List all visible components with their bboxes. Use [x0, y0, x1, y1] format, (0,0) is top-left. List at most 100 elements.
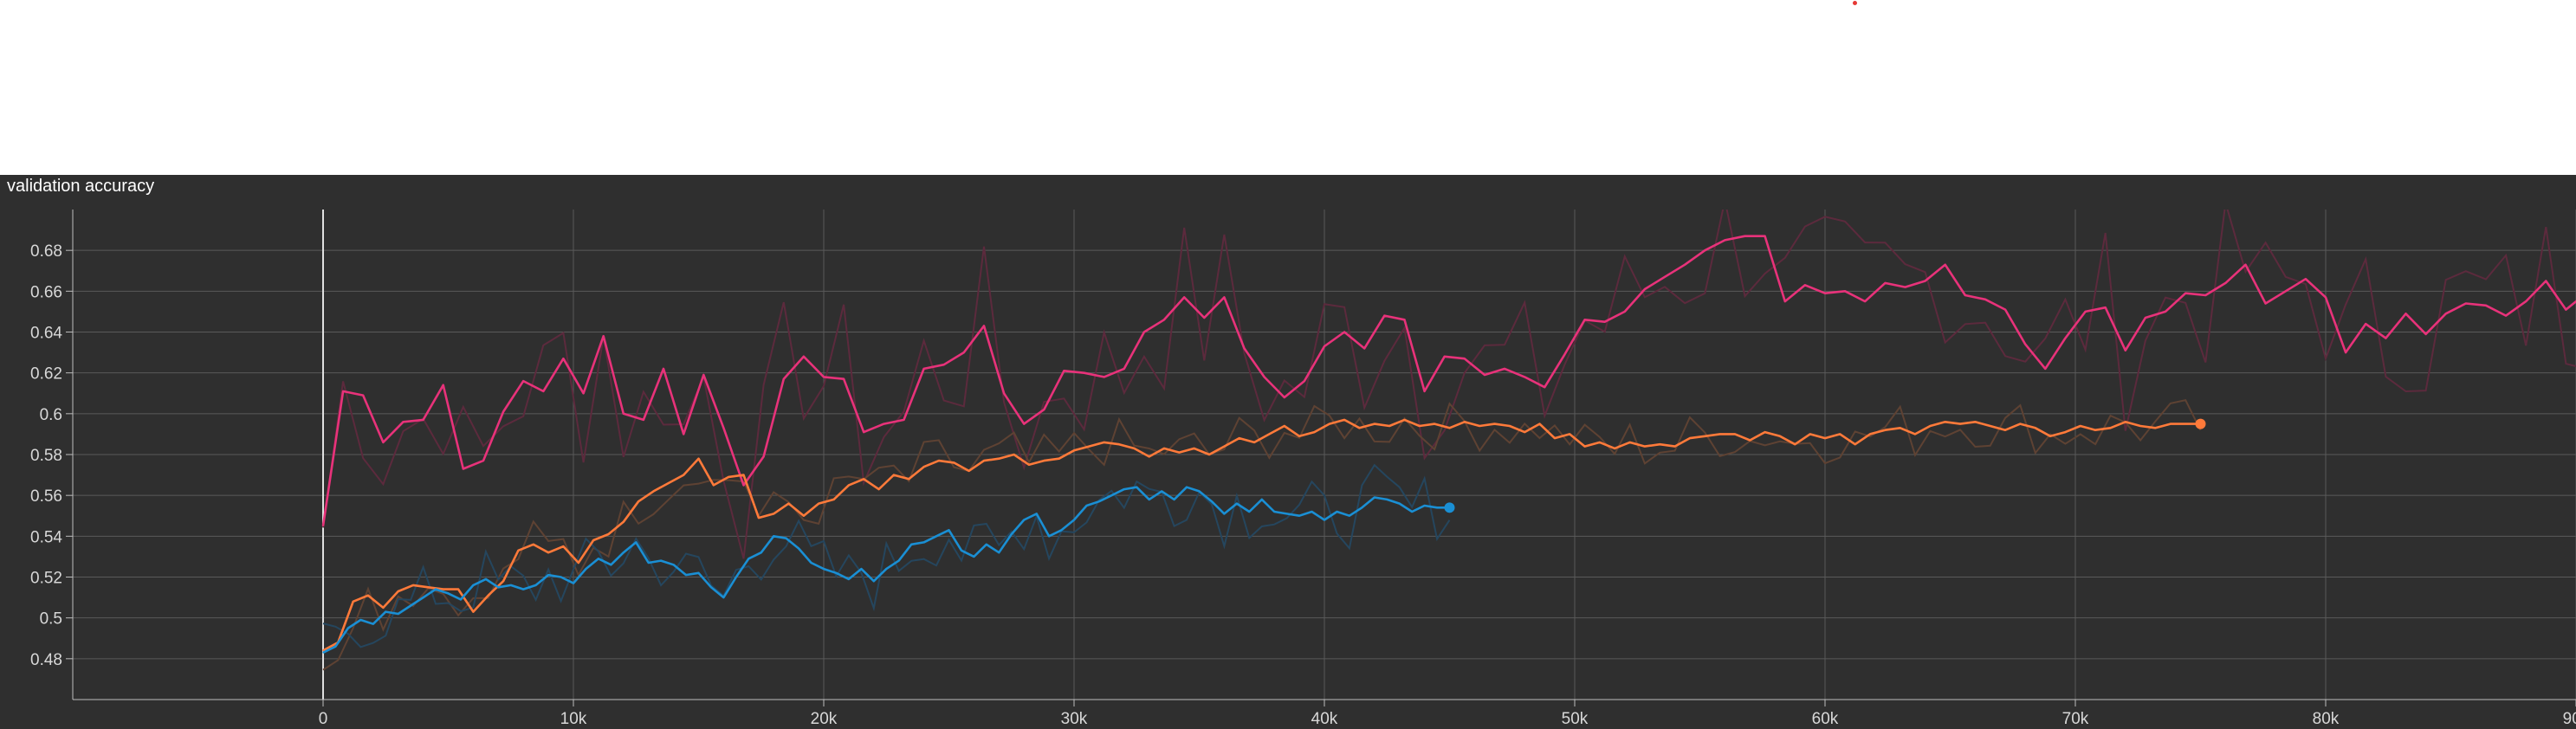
- data-point: [743, 474, 744, 475]
- data-point: [1479, 425, 1480, 426]
- data-point: [1028, 464, 1029, 465]
- data-point: [1224, 513, 1225, 514]
- data-point: [803, 356, 804, 357]
- data-point: [623, 413, 624, 414]
- data-point: [603, 336, 604, 337]
- data-point: [938, 460, 939, 461]
- data-point: [563, 358, 564, 359]
- data-point: [668, 482, 669, 483]
- data-point: [999, 458, 1000, 459]
- data-point: [2505, 315, 2506, 316]
- data-point: [1013, 454, 1014, 455]
- data-point: [2050, 435, 2051, 436]
- data-point: [1208, 454, 1209, 455]
- data-point: [1389, 425, 1390, 426]
- data-point: [383, 607, 384, 608]
- data-point: [2385, 338, 2386, 339]
- data-point: [1412, 511, 1413, 512]
- data-point: [2020, 423, 2021, 424]
- data-point: [1073, 450, 1074, 451]
- data-point: [1329, 423, 1330, 424]
- data-point: [2125, 350, 2126, 351]
- data-point: [643, 419, 644, 420]
- grid-lines: 0.480.50.520.540.560.580.60.620.640.660.…: [30, 210, 2576, 728]
- data-point: [1584, 319, 1585, 320]
- data-point: [1464, 358, 1465, 359]
- data-point: [1044, 460, 1045, 461]
- data-point: [1885, 429, 1886, 430]
- data-point: [598, 558, 599, 559]
- data-point: [473, 611, 474, 612]
- x-tick-label: 0: [319, 710, 328, 728]
- data-point: [523, 381, 524, 382]
- data-point: [811, 562, 812, 563]
- data-point: [1174, 499, 1175, 500]
- data-point: [498, 587, 499, 588]
- data-point: [623, 552, 624, 553]
- data-point: [1073, 519, 1074, 520]
- data-point: [1539, 423, 1540, 424]
- data-point: [623, 521, 624, 522]
- x-tick-label: 50k: [1562, 710, 1589, 728]
- data-point: [2145, 317, 2146, 318]
- data-point: [836, 572, 837, 573]
- data-point: [1049, 536, 1050, 537]
- data-point: [2265, 303, 2266, 304]
- data-point: [1061, 530, 1062, 531]
- data-point: [861, 568, 862, 569]
- data-point: [1424, 390, 1425, 391]
- data-point: [347, 628, 348, 629]
- data-point: [1869, 434, 1870, 435]
- data-point: [848, 578, 849, 579]
- data-point: [428, 587, 429, 588]
- data-point: [488, 595, 489, 596]
- x-tick-label: 90k: [2563, 710, 2576, 728]
- data-point: [335, 646, 336, 647]
- data-point: [1123, 488, 1124, 489]
- data-point: [2110, 428, 2111, 429]
- data-point: [1024, 519, 1025, 520]
- data-point: [1359, 428, 1360, 429]
- data-point: [1750, 440, 1751, 441]
- data-point: [823, 568, 824, 569]
- data-point: [608, 533, 609, 534]
- data-point: [1674, 446, 1675, 447]
- data-point: [743, 485, 744, 486]
- x-tick-label: 60k: [1812, 710, 1839, 728]
- series-3-raw-line: [323, 465, 1450, 647]
- data-point: [1784, 301, 1785, 302]
- data-point: [1544, 387, 1545, 388]
- data-point: [593, 539, 594, 540]
- data-point: [1744, 235, 1745, 236]
- data-point: [661, 560, 662, 561]
- data-point: [372, 623, 373, 624]
- data-point: [1564, 354, 1565, 355]
- data-point: [878, 488, 879, 489]
- y-tick-label: 0.62: [30, 365, 62, 384]
- x-tick-label: 10k: [560, 710, 587, 728]
- data-point: [886, 568, 887, 569]
- data-point: [510, 584, 511, 585]
- data-point: [1344, 419, 1345, 420]
- data-point: [423, 419, 424, 420]
- data-point: [2105, 307, 2106, 308]
- data-point: [1387, 499, 1388, 500]
- data-point: [1504, 368, 1505, 369]
- data-point: [1058, 458, 1059, 459]
- data-point: [1211, 501, 1212, 502]
- data-point: [1024, 423, 1025, 424]
- data-point: [1444, 356, 1445, 357]
- series-1: [322, 235, 2576, 526]
- data-point: [1464, 422, 1465, 423]
- data-point: [548, 552, 549, 553]
- x-tick-label: 40k: [1311, 710, 1338, 728]
- data-point: [2170, 423, 2171, 424]
- data-point: [788, 503, 789, 504]
- data-point: [367, 595, 368, 596]
- data-point: [457, 589, 458, 590]
- data-point: [1779, 435, 1780, 436]
- data-point: [1734, 434, 1735, 435]
- data-point: [2085, 311, 2086, 312]
- series-2: [322, 419, 2205, 651]
